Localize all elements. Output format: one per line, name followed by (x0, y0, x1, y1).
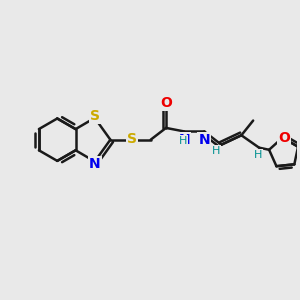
Text: N: N (89, 158, 100, 171)
Text: H: H (178, 136, 187, 146)
Text: H: H (254, 150, 262, 160)
Text: H: H (212, 146, 220, 156)
Text: O: O (160, 96, 172, 110)
Text: O: O (278, 131, 290, 145)
Text: N: N (178, 133, 190, 147)
Text: N: N (199, 133, 210, 147)
Text: S: S (127, 132, 137, 146)
Text: S: S (90, 109, 100, 122)
